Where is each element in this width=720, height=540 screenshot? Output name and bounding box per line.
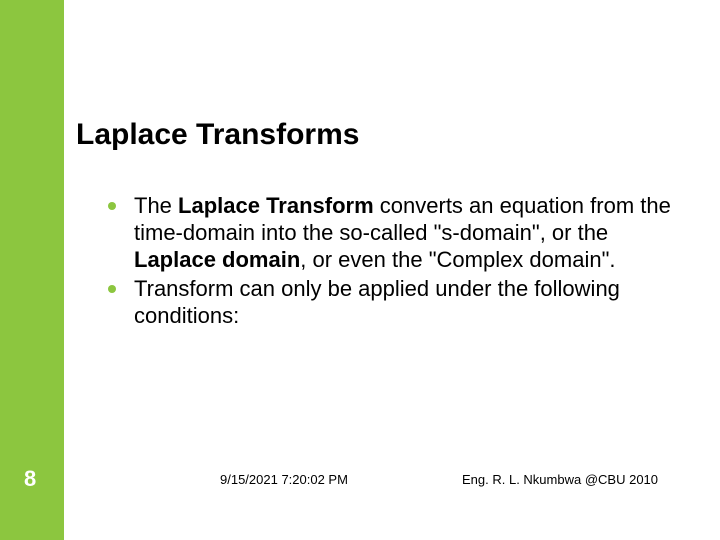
bullet-text: Transform can only be applied under the … xyxy=(134,275,678,329)
slide: Laplace Transforms The Laplace Transform… xyxy=(0,0,720,540)
left-accent-bar xyxy=(0,0,64,540)
bullet-text: The Laplace Transform converts an equati… xyxy=(134,192,678,273)
bullet-item: Transform can only be applied under the … xyxy=(108,275,678,329)
bullet-item: The Laplace Transform converts an equati… xyxy=(108,192,678,273)
bullet-dot-icon xyxy=(108,202,116,210)
footer-timestamp: 9/15/2021 7:20:02 PM xyxy=(220,472,348,487)
page-number: 8 xyxy=(24,466,36,492)
bullet-list: The Laplace Transform converts an equati… xyxy=(108,192,678,331)
bullet-dot-icon xyxy=(108,285,116,293)
footer-author: Eng. R. L. Nkumbwa @CBU 2010 xyxy=(462,472,658,487)
slide-title: Laplace Transforms xyxy=(76,118,359,152)
